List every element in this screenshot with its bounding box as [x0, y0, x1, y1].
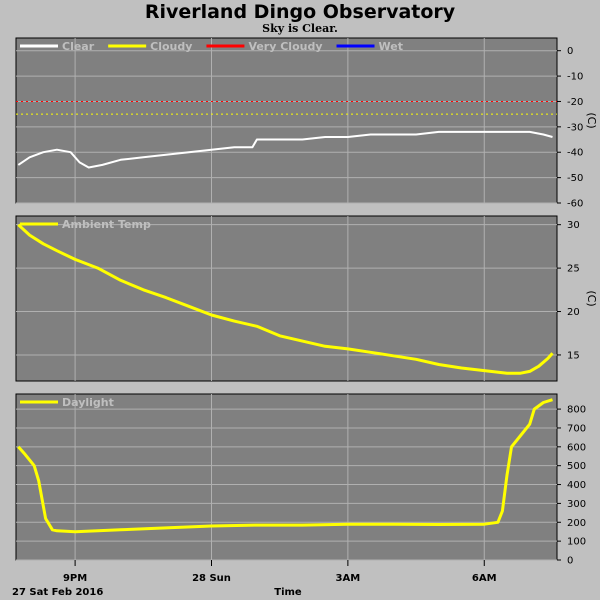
page-title: Riverland Dingo Observatory: [144, 1, 456, 23]
series-line-daylight: [17, 398, 553, 534]
y-tick-label: 30: [567, 220, 580, 231]
y-axis-label: (C): [585, 112, 598, 128]
y-tick-label: 300: [567, 499, 586, 510]
y-tick-label: -60: [567, 199, 583, 210]
legend-label-daylight: Daylight: [62, 396, 114, 409]
y-tick-label: 0: [567, 46, 573, 57]
y-tick-label: 400: [567, 480, 586, 491]
y-tick-label: 200: [567, 518, 586, 529]
legend-label-clear: Clear: [62, 40, 95, 53]
x-axis-title: Time: [274, 587, 302, 598]
x-tick-label: 28 Sun: [192, 573, 231, 584]
x-tick-label: 9PM: [63, 573, 87, 584]
y-tick-label: 25: [567, 264, 580, 275]
y-tick-label: -30: [567, 122, 583, 133]
y-tick-label: 500: [567, 461, 586, 472]
y-tick-label: 15: [567, 350, 580, 361]
plot-area-3: [15, 393, 558, 561]
y-tick-label: -50: [567, 173, 583, 184]
y-axis-label: (C): [585, 290, 598, 306]
y-tick-label: 600: [567, 442, 586, 453]
y-tick-label: -40: [567, 148, 583, 159]
y-tick-label: 20: [567, 307, 580, 318]
plot-area-1: [15, 37, 558, 204]
y-tick-label: -10: [567, 72, 583, 83]
y-tick-label: 100: [567, 537, 586, 548]
header: Riverland Dingo Observatory Sky is Clear…: [0, 0, 600, 38]
y-tick-label: 0: [567, 556, 573, 567]
legend-label-cloudy: Cloudy: [150, 40, 192, 53]
y-tick-label: 700: [567, 423, 586, 434]
y-tick-label: -20: [567, 97, 583, 108]
plot-area-2: [15, 215, 558, 382]
series-line-clear: [17, 130, 553, 169]
series-line-ambient-temp: [17, 223, 554, 375]
x-tick-label: 3AM: [336, 573, 361, 584]
date-label: 27 Sat Feb 2016: [12, 587, 103, 598]
sky-status: Sky is Clear.: [262, 22, 338, 35]
legend-label-wet: Wet: [379, 40, 403, 53]
legend-label-ambient-temp: Ambient Temp: [62, 218, 151, 231]
y-tick-label: 800: [567, 405, 586, 416]
legend-label-very-cloudy: Very Cloudy: [248, 40, 322, 53]
x-tick-label: 6AM: [472, 573, 497, 584]
